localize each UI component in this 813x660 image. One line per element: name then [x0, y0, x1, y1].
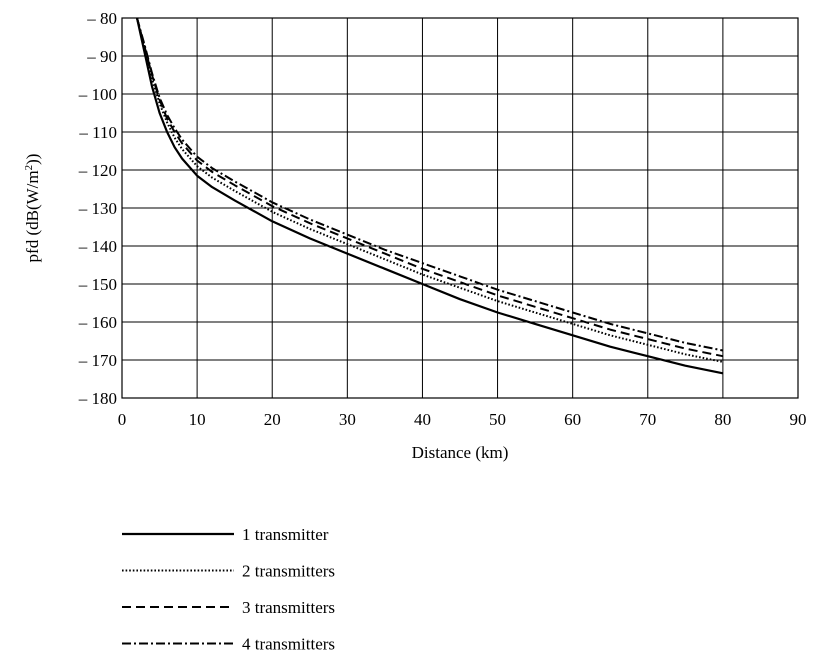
- y-tick-label: – 170: [78, 351, 117, 370]
- x-tick-label: 80: [714, 410, 731, 429]
- y-axis-title-superscript: 2: [23, 165, 35, 171]
- series-lines: [135, 18, 724, 375]
- y-tick-label: – 90: [86, 47, 117, 66]
- y-axis-title: pfd (dB(W/m2)): [23, 154, 42, 263]
- legend-label-3: 3 transmitters: [242, 598, 335, 617]
- legend-label-4: 4 transmitters: [242, 635, 335, 654]
- series-line-2: [136, 18, 724, 363]
- y-tick-label: – 160: [78, 313, 117, 332]
- y-tick-label: – 80: [86, 9, 117, 28]
- x-tick-label: 90: [790, 410, 807, 429]
- series-line-1: [135, 18, 724, 375]
- x-axis-title: Distance (km): [412, 443, 509, 462]
- legend-label-2: 2 transmitters: [242, 562, 335, 581]
- y-tick-label: – 150: [78, 275, 117, 294]
- x-tick-label: 50: [489, 410, 506, 429]
- x-tick-label: 40: [414, 410, 431, 429]
- grid: [121, 17, 799, 399]
- y-tick-label: – 180: [78, 389, 117, 408]
- y-tick-label: – 130: [78, 199, 117, 218]
- x-tick-label: 60: [564, 410, 581, 429]
- x-tick-label: 20: [264, 410, 281, 429]
- y-tick-label: – 110: [78, 123, 117, 142]
- tick-labels: 0 10 20 30 40 50 60 70 80 90 – 80 – 90 – 100 – 110 – 1…: [78, 9, 807, 429]
- y-tick-label: – 100: [78, 85, 117, 104]
- x-tick-label: 10: [189, 410, 206, 429]
- x-tick-label: 0: [118, 410, 127, 429]
- legend: 1 transmitter 2 transmitters 3 transmitter…: [122, 525, 335, 654]
- x-tick-label: 70: [639, 410, 656, 429]
- y-tick-label: – 120: [78, 161, 117, 180]
- plot-area-frame: [121, 17, 799, 399]
- series-line-4: [136, 18, 724, 352]
- y-axis-title-main: pfd (dB(W/m: [23, 170, 42, 262]
- y-axis-title-tail: )): [23, 154, 42, 165]
- legend-label-1: 1 transmitter: [242, 525, 329, 544]
- x-tick-label: 30: [339, 410, 356, 429]
- y-tick-label: – 140: [78, 237, 117, 256]
- series-line-3: [136, 18, 724, 358]
